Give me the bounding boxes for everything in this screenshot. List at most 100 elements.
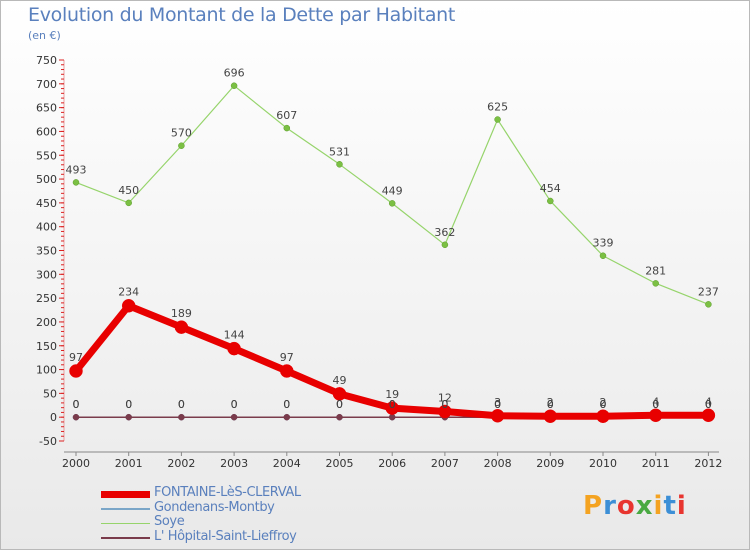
data-label: 237 — [698, 285, 719, 298]
y-tick-label: 350 — [36, 245, 57, 258]
data-point — [178, 142, 185, 149]
data-point — [388, 200, 396, 207]
data-point — [490, 409, 505, 423]
data-label: 2 — [547, 396, 554, 409]
data-point — [438, 404, 452, 419]
data-label: 0 — [652, 398, 659, 411]
x-tick-label: 2005 — [326, 457, 354, 470]
y-tick-label: 500 — [36, 173, 57, 186]
data-point — [385, 401, 399, 415]
logo-letter: i — [653, 491, 664, 521]
data-label: 450 — [118, 184, 139, 197]
y-tick-label: 0 — [50, 411, 57, 424]
logo-letter: o — [616, 491, 636, 521]
y-tick-label: 550 — [36, 149, 57, 162]
data-point — [336, 161, 343, 168]
data-label: 625 — [487, 101, 508, 114]
y-tick-label: 150 — [36, 340, 57, 353]
data-label: 2 — [600, 396, 607, 409]
data-point — [125, 413, 132, 421]
data-point — [174, 320, 189, 334]
y-tick-label: 400 — [36, 221, 57, 234]
data-label: 189 — [171, 307, 192, 320]
data-point — [227, 341, 241, 356]
data-point — [648, 408, 663, 423]
x-tick-label: 2002 — [167, 457, 195, 470]
data-label: 0 — [73, 398, 80, 411]
logo-letter: t — [663, 491, 677, 521]
legend-swatch — [101, 522, 150, 524]
data-point — [388, 413, 396, 421]
data-point — [543, 409, 558, 423]
data-label: 4 — [652, 395, 659, 408]
data-point — [230, 413, 238, 421]
data-point — [230, 82, 238, 89]
data-point — [125, 199, 132, 207]
data-label: 0 — [283, 398, 290, 411]
data-label: 696 — [224, 67, 245, 80]
legend-swatch — [101, 536, 150, 539]
data-label: 0 — [494, 398, 501, 411]
data-label: 12 — [438, 391, 452, 404]
data-label: 0 — [389, 398, 396, 411]
data-label: 362 — [434, 226, 455, 239]
legend-label: FONTAINE-LèS-CLERVAL — [154, 485, 301, 500]
x-tick-label: 2008 — [484, 457, 512, 470]
data-label: 3 — [494, 396, 501, 409]
y-tick-label: 200 — [36, 316, 57, 329]
data-point — [332, 387, 347, 401]
data-point — [283, 124, 291, 132]
y-tick-label: 300 — [36, 268, 57, 281]
y-tick-label: -50 — [39, 435, 57, 448]
x-tick-label: 2001 — [115, 457, 143, 470]
legend-swatch — [101, 507, 150, 510]
data-point — [441, 241, 449, 249]
legend-label: L' Hôpital-Saint-Lieffroy — [154, 528, 297, 544]
data-label: 0 — [283, 398, 290, 411]
y-tick-label: 600 — [36, 125, 57, 138]
data-label: 0 — [652, 398, 659, 411]
chart-subtitle: (en €) — [28, 29, 61, 42]
data-label: 0 — [73, 398, 80, 411]
logo-letter: r — [603, 491, 617, 521]
legend-label: Gondenans-Montby — [154, 499, 275, 515]
x-tick-label: 2011 — [642, 457, 670, 470]
data-label: 339 — [593, 237, 614, 250]
y-tick-label: 100 — [36, 364, 57, 377]
data-label: 0 — [178, 398, 185, 411]
data-label: 0 — [600, 398, 607, 411]
data-label: 0 — [389, 398, 396, 411]
data-point — [705, 301, 712, 308]
y-tick-label: 50 — [43, 387, 57, 400]
data-label: 0 — [441, 398, 448, 411]
data-label: 0 — [547, 398, 554, 411]
x-tick-label: 2006 — [378, 457, 406, 470]
data-point — [72, 413, 80, 421]
data-label: 0 — [178, 398, 185, 411]
data-label: 493 — [66, 163, 87, 176]
data-label: 0 — [336, 398, 343, 411]
data-label: 0 — [547, 398, 554, 411]
data-label: 97 — [280, 351, 294, 364]
data-point — [178, 413, 185, 421]
proxiti-logo: Proxiti — [583, 491, 687, 521]
legend-swatch — [101, 490, 150, 498]
data-label: 49 — [333, 374, 347, 387]
data-point — [599, 252, 607, 259]
y-tick-label: 250 — [36, 292, 57, 305]
legend-label: Soye — [154, 514, 185, 529]
data-point — [69, 364, 83, 378]
data-point — [596, 409, 610, 423]
data-label: 449 — [382, 184, 403, 197]
x-tick-label: 2000 — [62, 457, 90, 470]
y-tick-label: 700 — [36, 78, 57, 91]
data-point — [280, 364, 294, 378]
x-tick-label: 2003 — [220, 457, 248, 470]
data-label: 0 — [231, 398, 238, 411]
data-label: 281 — [645, 264, 666, 277]
chart-title: Evolution du Montant de la Dette par Hab… — [28, 4, 456, 26]
data-label: 19 — [385, 388, 399, 401]
data-label: 234 — [118, 286, 139, 299]
